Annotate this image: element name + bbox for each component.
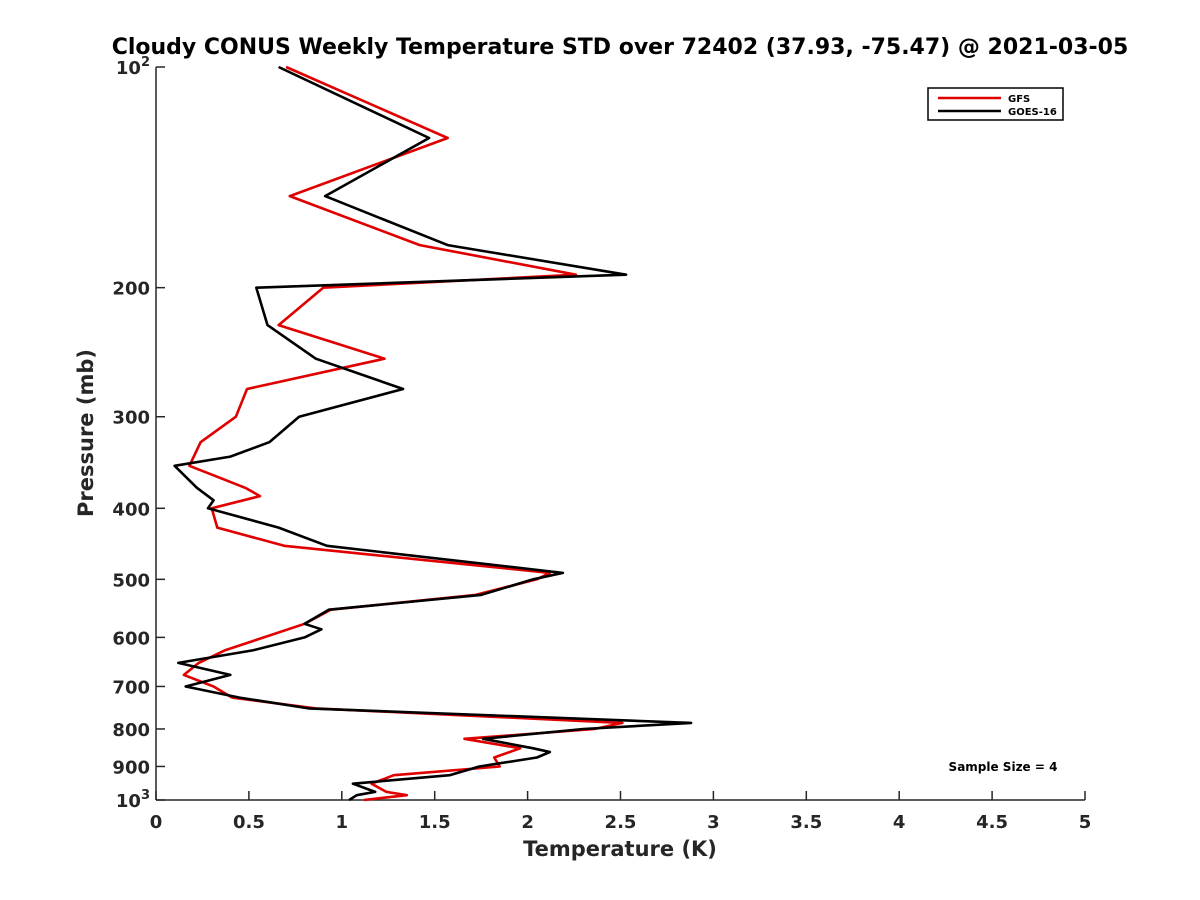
chart-title: Cloudy CONUS Weekly Temperature STD over… (112, 35, 1129, 60)
legend-label-goes-16: GOES-16 (1008, 107, 1057, 118)
legend-label-gfs: GFS (1008, 94, 1030, 105)
x-tick-label: 2.5 (605, 812, 637, 833)
y-axis-label: Pressure (mb) (74, 349, 98, 517)
series-line-goes-16 (173, 65, 693, 802)
y-tick-exponent: 2 (141, 55, 150, 70)
y-tick-label: 300 (112, 408, 150, 429)
series-line-gfs (182, 65, 624, 802)
y-tick-label: 700 (112, 677, 150, 698)
x-tick-label: 3 (707, 812, 720, 833)
x-tick-label: 5 (1079, 812, 1092, 833)
x-tick-label: 1 (336, 812, 349, 833)
x-tick-label: 1.5 (419, 812, 451, 833)
y-tick-label: 200 (112, 279, 150, 300)
x-tick-label: 2 (521, 812, 534, 833)
x-tick-label: 4 (893, 812, 906, 833)
series-group (173, 65, 693, 802)
legend-box (927, 87, 1064, 121)
y-tick-base: 10 (116, 791, 141, 812)
y-tick-label: 102 (116, 55, 150, 79)
y-tick-label: 103 (116, 788, 150, 812)
x-tick-label: 4.5 (976, 812, 1008, 833)
y-tick-label: 900 (112, 757, 150, 778)
x-tick-label: 0 (150, 812, 163, 833)
legend: GFS GOES-16 (927, 87, 1064, 121)
x-tick-label: 3.5 (790, 812, 822, 833)
y-tick-label: 800 (112, 720, 150, 741)
axes: 0 0.5 1 1.5 2 2.5 3 3.5 4 4.5 51022003004005006007… (112, 55, 1091, 833)
x-tick-label: 0.5 (233, 812, 265, 833)
y-tick-label: 500 (112, 570, 150, 591)
sample-size-annotation: Sample Size = 4 (949, 760, 1058, 774)
y-tick-label: 600 (112, 628, 150, 649)
x-axis-label: Temperature (K) (523, 837, 717, 861)
y-tick-exponent: 3 (141, 788, 150, 803)
y-tick-label: 400 (112, 499, 150, 520)
y-tick-base: 10 (116, 58, 141, 79)
